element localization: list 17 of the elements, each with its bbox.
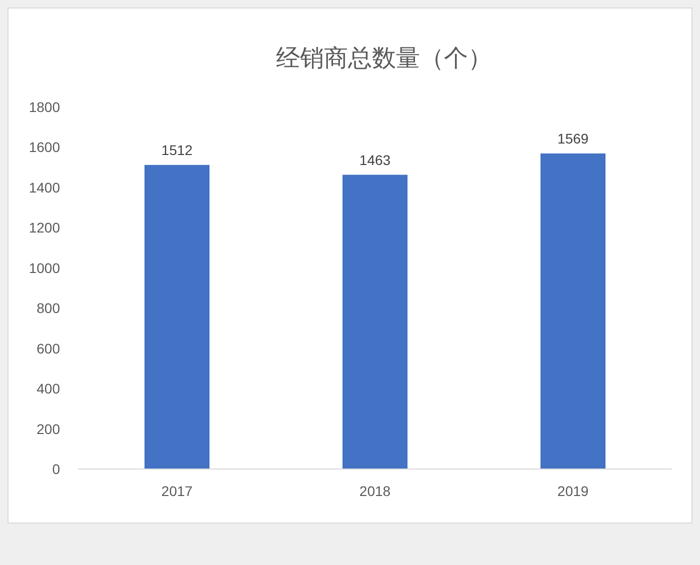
y-tick-label: 1800	[28, 99, 60, 115]
data-label: 1512	[161, 142, 193, 158]
y-tick-label: 1600	[28, 139, 60, 156]
y-tick-label: 600	[36, 340, 60, 356]
chart-title: 经销商总数量（个）	[276, 45, 492, 72]
y-tick-label: 400	[36, 380, 60, 397]
x-tick-label: 2017	[161, 483, 193, 499]
x-tick-label: 2018	[359, 483, 391, 499]
data-label: 1463	[359, 152, 391, 168]
y-tick-label: 1200	[28, 220, 60, 236]
y-tick-label: 200	[36, 420, 60, 437]
y-tick-label: 1000	[28, 260, 60, 276]
data-label: 1569	[557, 130, 589, 146]
y-tick-label: 1400	[28, 179, 60, 196]
y-tick-label: 0	[52, 461, 60, 477]
x-tick-label: 2019	[557, 483, 589, 499]
y-tick-label: 800	[36, 300, 60, 316]
